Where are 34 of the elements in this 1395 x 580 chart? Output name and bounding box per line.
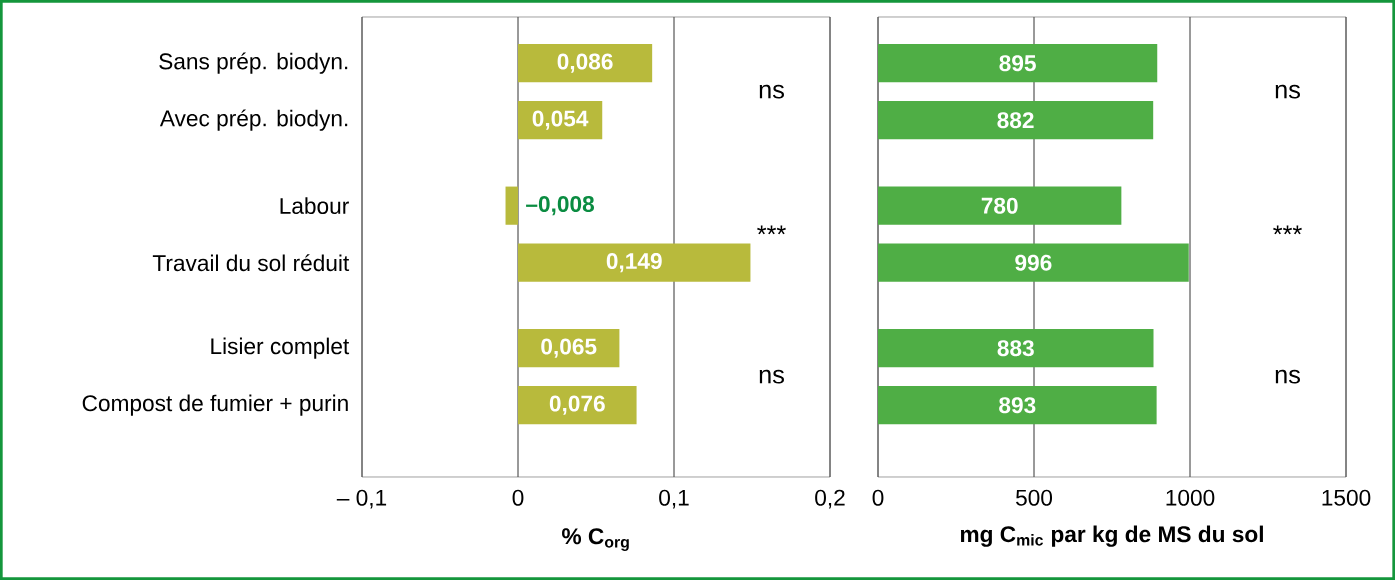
x-tick-label: 0 bbox=[872, 489, 884, 506]
x-tick-label: 500 bbox=[1016, 489, 1053, 506]
annotation: ns bbox=[759, 84, 784, 99]
x-tick-label: – 0,1 bbox=[336, 489, 387, 509]
data-label: 895 bbox=[999, 55, 1036, 72]
annotation: ns bbox=[1275, 84, 1300, 99]
data-label: 883 bbox=[997, 340, 1034, 357]
data-label: 893 bbox=[999, 397, 1036, 414]
x-tick-label: 1000 bbox=[1166, 489, 1215, 506]
x-axis-title: mg C$_{mic}$ par kg de MS du sol bbox=[960, 525, 1263, 547]
data-label: 882 bbox=[997, 112, 1034, 129]
x-axis-title: % C$_{org}$ bbox=[562, 528, 629, 551]
x-tick-label: 0,1 bbox=[659, 489, 689, 509]
x-tick-label: 0 bbox=[512, 489, 524, 506]
y-tick-label: Travail du sol réduit bbox=[152, 254, 350, 272]
y-tick-label: Sans prép. biodyn. bbox=[159, 52, 348, 74]
data-label: 996 bbox=[1015, 254, 1052, 271]
annotation: ns bbox=[759, 369, 784, 384]
data-label: 780 bbox=[981, 197, 1018, 214]
y-tick-label: Lisier complet bbox=[211, 337, 350, 359]
y-tick-label: Avec prép. biodyn. bbox=[159, 109, 348, 131]
data-label: 0,086 bbox=[557, 53, 613, 73]
y-tick-label: Compost de fumier + purin bbox=[82, 394, 348, 416]
y-tick-label: Labour bbox=[280, 197, 349, 214]
x-tick-label: 1500 bbox=[1322, 489, 1371, 506]
data-label: 0,054 bbox=[532, 110, 589, 130]
data-label: 0,076 bbox=[549, 395, 605, 415]
x-tick-label: 0,2 bbox=[815, 489, 845, 509]
data-label: 0,149 bbox=[606, 253, 662, 273]
annotation: ns bbox=[1275, 369, 1300, 384]
data-label: –0,008 bbox=[526, 196, 595, 216]
data-label: 0,065 bbox=[541, 338, 597, 358]
annotation: *** bbox=[1273, 225, 1302, 235]
annotation: *** bbox=[757, 225, 786, 235]
